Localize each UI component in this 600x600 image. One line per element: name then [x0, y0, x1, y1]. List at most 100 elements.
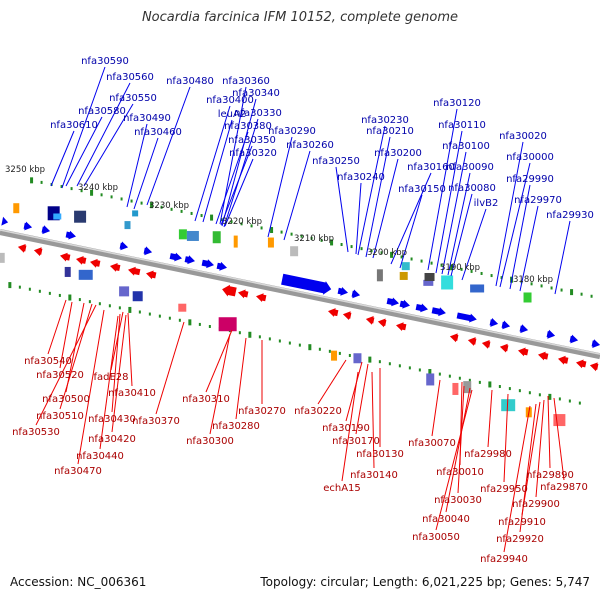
forward-leader [461, 208, 487, 281]
reverse-gene-arrow [342, 311, 352, 320]
scale-tick [238, 331, 241, 335]
scale-tick [150, 202, 154, 209]
reverse-gene-label: nfa30170 [332, 436, 380, 447]
scale-label: 3210 kbp [294, 234, 334, 244]
reverse-leader [111, 313, 121, 413]
scale-tick [500, 276, 503, 280]
scale-tick [118, 306, 121, 310]
forward-gene-label: nfa30020 [499, 131, 547, 142]
reverse-leader [99, 315, 119, 450]
reverse-gene-arrow [396, 322, 407, 331]
forward-leader [447, 172, 471, 276]
forward-gene-label: nfa30380 [224, 121, 272, 132]
feature-box [470, 284, 485, 293]
scale-tick [318, 347, 321, 351]
forward-gene-label: nfa30230 [361, 115, 409, 126]
forward-gene-arrow [519, 324, 529, 334]
scale-tick [538, 393, 541, 397]
scale-tick [388, 362, 391, 366]
reverse-gene-label: nfa30420 [88, 434, 136, 445]
scale-tick [200, 214, 203, 218]
scale-tick [168, 316, 171, 320]
scale-tick [518, 389, 521, 393]
feature-box [178, 229, 187, 240]
scale-dots [8, 177, 593, 405]
forward-leader [427, 108, 458, 271]
scale-tick [288, 341, 291, 345]
gene-labels: nfa30590 nfa30560 nfa30550 nfa30580 nfa30610… [12, 56, 594, 565]
reverse-gene-label: nfa30040 [422, 514, 470, 525]
forward-gene-arrow [351, 289, 361, 299]
reverse-gene-arrow [128, 266, 141, 276]
genome-stats: Topology: circular; Length: 6,021,225 bp… [260, 575, 590, 589]
scale-tick [70, 187, 73, 191]
reverse-gene-label: nfa30030 [434, 495, 482, 506]
forward-leader [372, 158, 399, 259]
feature-box [124, 221, 131, 230]
reverse-gene-label: nfa30520 [36, 370, 84, 381]
feature-box [74, 210, 87, 223]
forward-leader [495, 141, 524, 287]
scale-tick [440, 263, 443, 267]
feature-box [452, 382, 459, 395]
reverse-gene-label: nfa30270 [238, 406, 286, 417]
forward-gene-arrow [386, 297, 399, 307]
reverse-gene-arrow [60, 252, 71, 262]
scale-tick [370, 249, 373, 253]
scale-tick [340, 243, 343, 247]
scale-tick [460, 267, 463, 271]
scale-tick [468, 378, 471, 382]
scale-tick [528, 391, 531, 395]
feature-box [0, 252, 5, 263]
scale-tick [558, 397, 561, 401]
scale-tick [120, 197, 123, 201]
reverse-gene-label: nfa30530 [12, 427, 60, 438]
reverse-leader [535, 399, 545, 498]
scale-tick [330, 239, 334, 246]
forward-gene-arrow [431, 307, 446, 317]
forward-gene-label: nfa30590 [81, 56, 129, 67]
scale-tick [270, 227, 274, 234]
feature-box [423, 279, 434, 286]
forward-gene-label: nfa30090 [446, 162, 494, 173]
reverse-gene-label: nfa30470 [54, 466, 102, 477]
feature-box [13, 203, 20, 214]
scale-tick [18, 285, 21, 289]
feature-box [119, 286, 130, 297]
scale-tick [260, 226, 263, 230]
feature-box [78, 269, 93, 280]
scale-tick [480, 271, 483, 275]
forward-gene-label: nfa30240 [337, 172, 385, 183]
forward-leader [194, 105, 231, 222]
reverse-gene-label: nfa29910 [498, 517, 546, 528]
reverse-gene-arrow [449, 333, 459, 343]
reverse-leader [205, 329, 233, 393]
reverse-gene-arrow [377, 318, 387, 328]
reverse-gene-arrow [146, 270, 157, 280]
scale-tick [158, 314, 161, 318]
scale-tick [280, 230, 283, 234]
reverse-leader [59, 303, 93, 410]
scale-tick [220, 218, 223, 222]
scale-tick [290, 232, 293, 236]
forward-gene-arrow [415, 303, 428, 313]
scale-tick [8, 282, 12, 289]
reverse-gene-arrow [76, 256, 87, 265]
forward-gene-label: nfa30200 [374, 148, 422, 159]
scale-tick [350, 245, 353, 249]
reverse-gene-arrow [499, 343, 509, 353]
reverse-gene-label: nfa30010 [436, 467, 484, 478]
feature-boxes [0, 203, 566, 427]
forward-gene-label: nfa30610 [50, 120, 98, 131]
forward-gene-arrow [143, 246, 153, 256]
forward-gene-label: nfa30350 [228, 135, 276, 146]
reverse-gene-label: nfa30410 [108, 388, 156, 399]
forward-leader [441, 151, 467, 275]
feature-box [441, 275, 454, 290]
reverse-leader [503, 393, 509, 483]
scale-tick [198, 322, 201, 326]
forward-gene-arrow [591, 339, 600, 348]
forward-leader [435, 130, 463, 274]
forward-gene-label: nfa30260 [286, 140, 334, 151]
forward-leader [224, 158, 254, 227]
